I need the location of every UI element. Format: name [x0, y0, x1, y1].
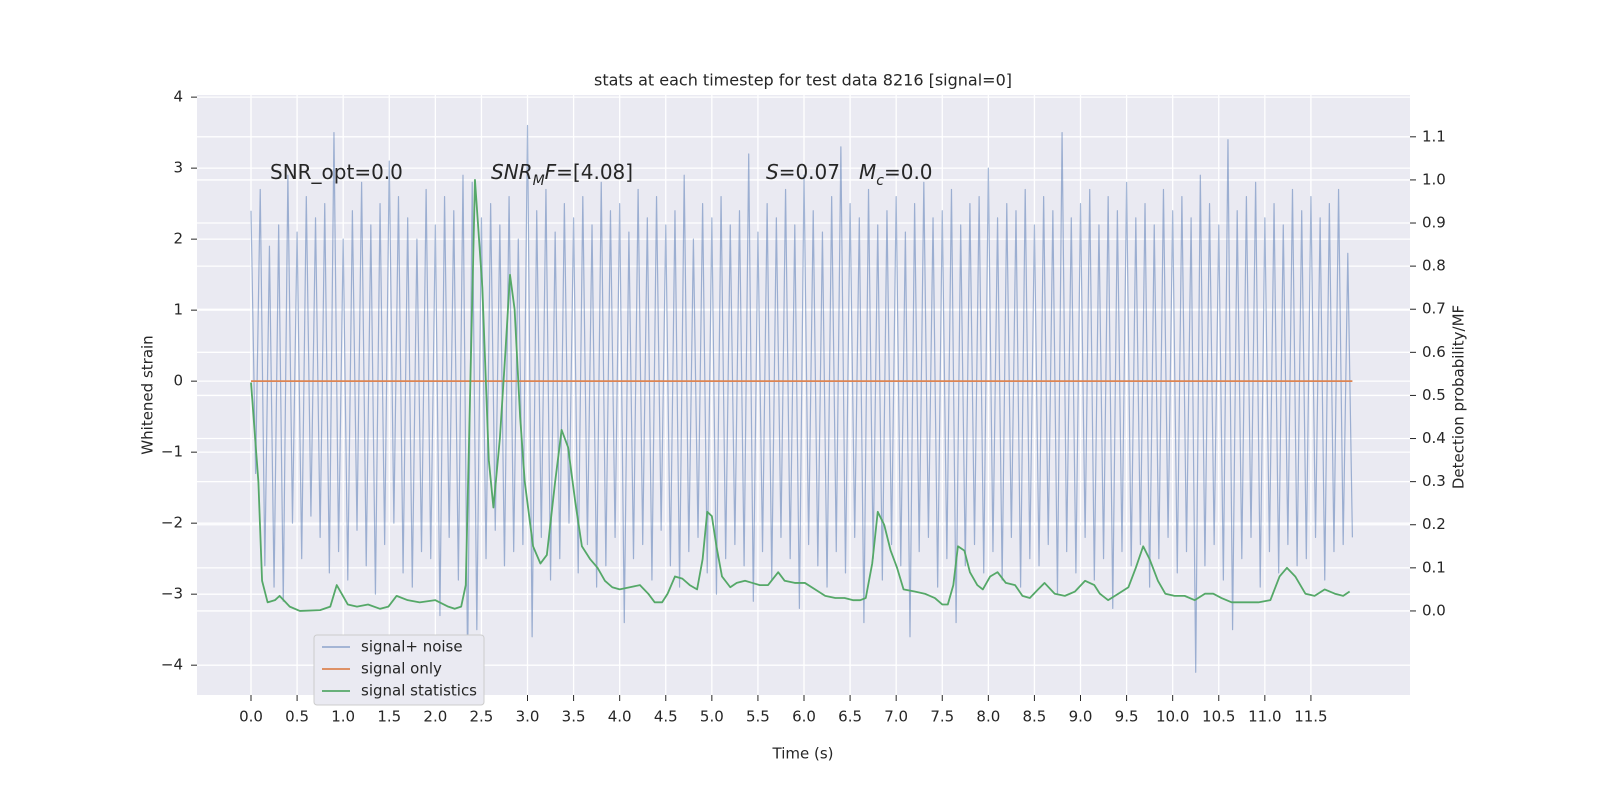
x-tick-label: 9.5 [1115, 708, 1139, 726]
y2-tick-label: 0.8 [1422, 257, 1446, 275]
x-tick-label: 3.0 [516, 708, 540, 726]
y2-tick-label: 0.9 [1422, 214, 1446, 232]
x-tick-label: 0.5 [285, 708, 309, 726]
annotation-part: F [545, 160, 557, 184]
y-tick-label: 1 [173, 301, 183, 319]
x-tick-label: 6.0 [792, 708, 816, 726]
y-tick-label: 3 [173, 159, 183, 177]
y2-axis-label: Detection probability/MF [1450, 305, 1468, 489]
y2-tick-label: 1.1 [1422, 127, 1446, 145]
annotation-part: =0.07 [779, 160, 840, 184]
y2-tick-label: 0.2 [1422, 515, 1446, 533]
y-tick-label: −3 [161, 585, 183, 603]
x-tick-label: 6.5 [838, 708, 862, 726]
y2-tick-label: 0.4 [1422, 429, 1446, 447]
x-tick-label: 7.0 [884, 708, 908, 726]
annotation-part: SNR_opt=0.0 [270, 160, 403, 184]
annotation-part: M [533, 173, 545, 189]
y2-tick-label: 0.7 [1422, 300, 1446, 318]
x-tick-label: 10.5 [1202, 708, 1235, 726]
annotation: Mc=0.0 [859, 160, 933, 190]
x-tick-label: 3.5 [562, 708, 586, 726]
y-tick-label: −2 [161, 514, 183, 532]
x-tick-label: 7.5 [930, 708, 954, 726]
x-tick-label: 10.0 [1156, 708, 1189, 726]
series-line [250, 124, 1353, 673]
y2-tick-label: 0.6 [1422, 343, 1446, 361]
legend-label: signal+ noise [361, 638, 463, 656]
y-tick-label: 4 [173, 88, 183, 106]
annotation-part: =0.0 [884, 160, 933, 184]
y-axis-label: Whitened strain [139, 335, 157, 454]
x-tick-label: 1.0 [331, 708, 355, 726]
annotation-part: SNR [491, 160, 533, 184]
y2-tick-label: 0.5 [1422, 386, 1446, 404]
x-tick-label: 11.0 [1248, 708, 1281, 726]
legend-label: signal statistics [361, 682, 477, 700]
x-tick-label: 1.5 [377, 708, 401, 726]
x-tick-label: 9.0 [1069, 708, 1093, 726]
y-tick-label: −1 [161, 443, 183, 461]
x-tick-label: 8.0 [976, 708, 1000, 726]
x-axis-label: Time (s) [772, 745, 834, 763]
x-tick-label: 4.0 [608, 708, 632, 726]
annotation: SNRMF=[4.08] [491, 160, 633, 190]
x-tick-label: 11.5 [1294, 708, 1327, 726]
x-tick-label: 5.0 [700, 708, 724, 726]
y-tick-label: 0 [173, 372, 183, 390]
y-tick-label: 2 [173, 230, 183, 248]
annotation: SNR_opt=0.0 [270, 160, 403, 184]
series-line [250, 179, 1351, 612]
annotation-part: M [859, 160, 876, 184]
chart-title: stats at each timestep for test data 821… [594, 71, 1012, 90]
legend-label: signal only [361, 660, 442, 678]
y2-tick-label: 0.0 [1422, 601, 1446, 619]
y2-tick-label: 0.3 [1422, 472, 1446, 490]
annotation: S=0.07 [766, 160, 840, 184]
y2-tick-label: 0.1 [1422, 558, 1446, 576]
x-tick-label: 4.5 [654, 708, 678, 726]
y-tick-label: −4 [161, 656, 183, 674]
x-tick-label: 2.5 [469, 708, 493, 726]
legend-box [313, 634, 485, 706]
annotation-part: =[4.08] [556, 160, 633, 184]
y2-tick-label: 1.0 [1422, 170, 1446, 188]
x-tick-label: 0.0 [239, 708, 263, 726]
x-tick-label: 2.0 [423, 708, 447, 726]
annotation-part: c [876, 173, 884, 189]
x-tick-label: 8.5 [1022, 708, 1046, 726]
annotation-part: S [766, 160, 779, 184]
x-tick-label: 5.5 [746, 708, 770, 726]
